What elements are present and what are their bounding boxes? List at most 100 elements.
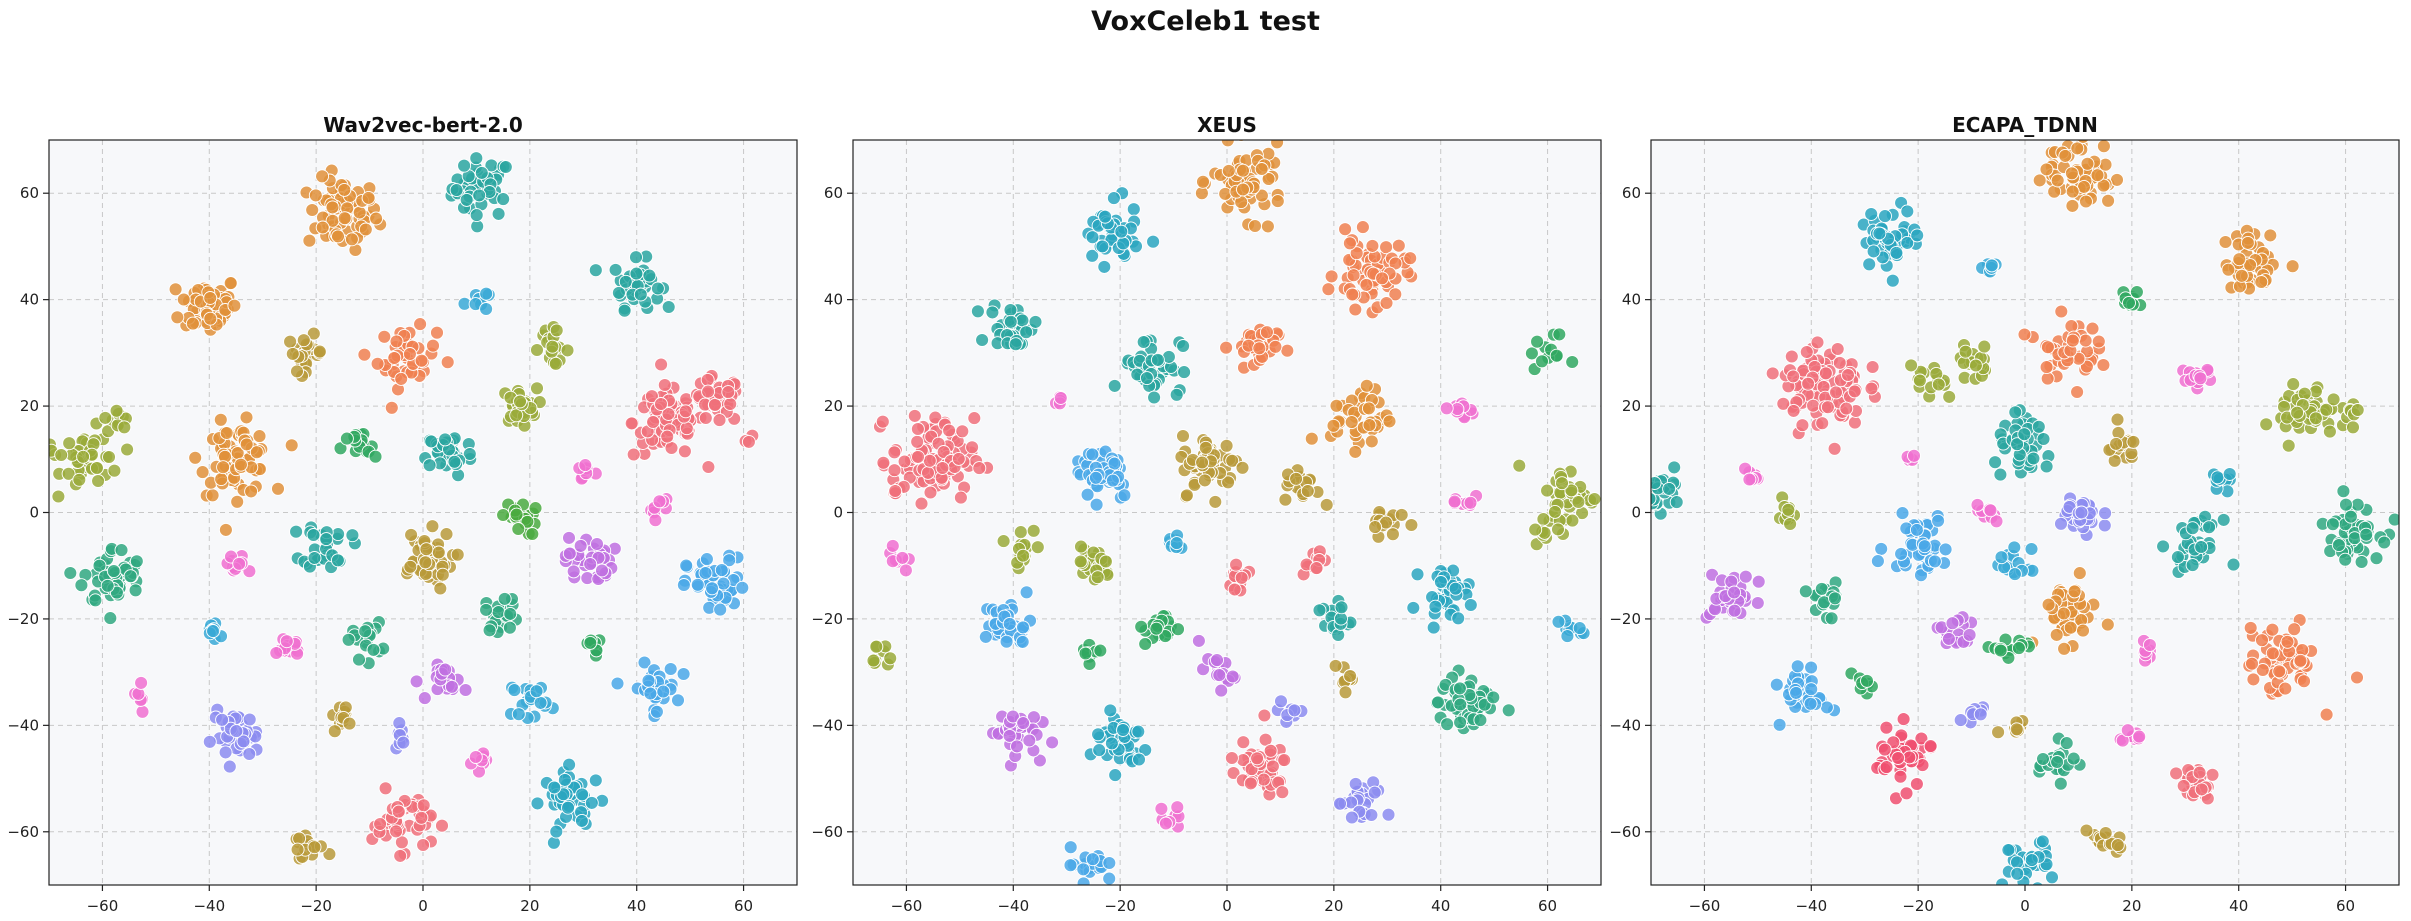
- data-point: [88, 593, 103, 608]
- data-point: [1667, 460, 1682, 475]
- cluster-36: [986, 709, 1060, 773]
- data-point: [1224, 751, 1239, 765]
- data-point: [1348, 776, 1363, 791]
- data-point: [1368, 520, 1383, 535]
- cluster-32: [128, 675, 150, 719]
- data-point: [2101, 193, 2116, 208]
- data-point: [227, 298, 242, 313]
- data-point: [1904, 358, 1919, 373]
- data-point: [562, 757, 577, 772]
- cluster-13: [188, 410, 299, 537]
- data-point: [1555, 476, 1569, 491]
- data-point: [306, 326, 321, 341]
- data-point: [928, 410, 943, 425]
- x-tick-label: 20: [1324, 897, 1343, 915]
- x-tick-label: 0: [1222, 897, 1232, 915]
- data-point: [1548, 504, 1562, 519]
- data-point: [611, 285, 626, 300]
- data-point: [1150, 352, 1165, 367]
- y-tick-label: −20: [7, 610, 39, 628]
- cluster-16: [1900, 448, 1921, 467]
- data-point: [2226, 557, 2241, 572]
- data-point: [1894, 546, 1909, 561]
- data-point: [1860, 673, 1874, 688]
- data-point: [2218, 235, 2233, 249]
- data-point: [1229, 557, 1244, 572]
- data-point: [377, 329, 392, 344]
- data-point: [1991, 725, 2006, 740]
- data-point: [89, 461, 104, 475]
- data-point: [114, 543, 129, 558]
- data-point: [1651, 476, 1662, 490]
- cluster-32: [2242, 613, 2364, 722]
- data-point: [1169, 536, 1184, 551]
- y-tick-label: 0: [1631, 504, 1641, 522]
- cluster-27: [269, 632, 305, 661]
- data-point: [1176, 339, 1191, 353]
- cluster-4: [588, 249, 676, 318]
- data-point: [701, 460, 716, 474]
- data-point: [394, 371, 409, 386]
- data-point: [252, 429, 267, 444]
- cluster-36: [1991, 714, 2030, 740]
- cluster-42: [1063, 840, 1117, 885]
- data-point: [2097, 518, 2112, 533]
- data-point: [2120, 723, 2135, 738]
- data-point: [2010, 866, 2025, 881]
- data-point: [2074, 505, 2089, 520]
- data-point: [1338, 222, 1353, 237]
- data-point: [1136, 335, 1151, 349]
- data-point: [1819, 700, 1834, 715]
- data-point: [444, 679, 459, 694]
- data-point: [2050, 755, 2065, 769]
- cluster-24: [1296, 544, 1332, 582]
- data-point: [875, 414, 890, 429]
- y-tick-label: 60: [20, 184, 39, 202]
- y-tick-label: −40: [811, 716, 843, 734]
- data-point: [403, 559, 418, 574]
- data-point: [529, 684, 544, 699]
- data-point: [1571, 495, 1586, 509]
- cluster-26: [1699, 567, 1766, 625]
- data-point: [1549, 348, 1564, 363]
- data-point: [1662, 481, 1677, 496]
- data-point: [1765, 366, 1780, 381]
- data-point: [1085, 447, 1100, 462]
- data-point: [458, 683, 473, 697]
- data-point: [1917, 539, 1932, 554]
- data-point: [2265, 622, 2280, 637]
- data-point: [1261, 172, 1276, 186]
- x-tick-label: 0: [2020, 897, 2030, 915]
- data-point: [290, 842, 305, 857]
- data-point: [339, 431, 354, 446]
- data-point: [469, 151, 484, 166]
- cluster-40: [365, 781, 449, 863]
- data-point: [1893, 769, 1908, 784]
- data-point: [129, 554, 144, 569]
- data-point: [678, 404, 693, 419]
- data-point: [1147, 390, 1162, 405]
- data-point: [671, 693, 685, 708]
- cluster-15: [1512, 458, 1601, 528]
- data-point: [54, 448, 69, 462]
- data-point: [387, 351, 402, 365]
- data-point: [344, 232, 359, 247]
- data-point: [2331, 538, 2346, 553]
- data-point: [1010, 739, 1024, 754]
- data-point: [588, 263, 603, 278]
- data-point: [2192, 765, 2207, 780]
- data-point: [528, 501, 543, 516]
- data-point: [474, 165, 489, 180]
- data-point: [1254, 188, 1269, 203]
- data-point: [970, 304, 985, 319]
- x-tick-label: −20: [1104, 897, 1136, 915]
- data-point: [2339, 497, 2353, 512]
- data-point: [1879, 720, 1894, 735]
- data-point: [479, 302, 494, 316]
- x-tick-label: −20: [300, 897, 332, 915]
- data-point: [1097, 259, 1112, 274]
- data-point: [2091, 334, 2106, 349]
- cluster-41: [1154, 800, 1186, 834]
- data-point: [951, 451, 966, 466]
- data-point: [2110, 838, 2125, 853]
